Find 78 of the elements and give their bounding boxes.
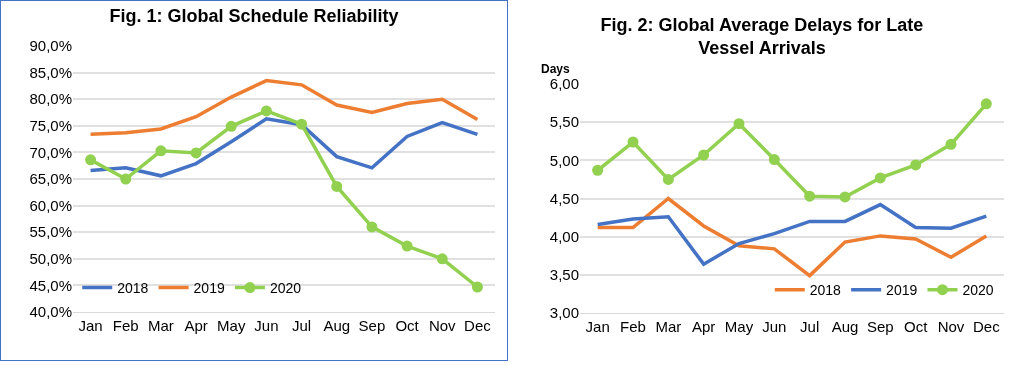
x-tick-label: Dec (972, 318, 1001, 335)
x-tick-label: May (217, 317, 246, 334)
point (733, 118, 745, 130)
legend-label: 2018 (809, 282, 842, 299)
y-tick-label: 55,0% (29, 223, 72, 241)
x-tick-label: Mar (148, 317, 174, 334)
point (401, 240, 413, 252)
y-tick-label: 90,0% (29, 37, 72, 55)
x-tick-label: Aug (831, 318, 859, 335)
point (662, 173, 674, 185)
point (331, 180, 343, 192)
point (120, 173, 132, 185)
y-tick-label: 4,00 (549, 227, 579, 245)
y-tick-label: 80,0% (29, 90, 72, 108)
x-tick-label: Mar (655, 318, 682, 335)
x-tick-label: Jul (291, 317, 312, 334)
legend-label: 2019 (886, 282, 918, 299)
x-tick-label: Feb (620, 318, 646, 335)
y-tick-label: 5,00 (549, 151, 579, 169)
point (980, 98, 992, 110)
point (910, 159, 922, 171)
legend-label: 2019 (193, 280, 225, 297)
y-tick-label: 65,0% (29, 170, 72, 188)
point (804, 190, 816, 202)
x-tick-label: Jun (762, 318, 787, 335)
x-tick-label: Aug (323, 317, 351, 334)
point (366, 221, 378, 233)
y-tick-label: 5,50 (549, 113, 579, 131)
y-tick-label: 85,0% (29, 63, 72, 81)
y-tick-label: 6,00 (549, 75, 579, 93)
point (839, 191, 851, 203)
x-tick-label: Jul (800, 318, 820, 335)
x-tick-label: Apr (184, 317, 208, 334)
y-tick-label: 50,0% (29, 250, 72, 268)
y-tick-label: 45,0% (29, 276, 72, 294)
x-tick-label: Oct (904, 318, 929, 335)
point (874, 172, 886, 184)
point (471, 281, 483, 293)
x-tick-label: Jan (585, 318, 610, 335)
point (627, 136, 639, 148)
point (260, 105, 272, 117)
y-tick-label: 75,0% (29, 117, 72, 135)
y-tick-label: 3,00 (549, 304, 579, 322)
point (85, 154, 97, 166)
x-tick-label: Feb (112, 317, 139, 334)
y-tick-label: 70,0% (29, 143, 72, 161)
y-tick-label: 3,50 (549, 266, 579, 284)
line-series (595, 202, 989, 266)
point (436, 253, 448, 265)
point (945, 138, 957, 150)
x-tick-label: Jun (254, 317, 279, 334)
point (768, 154, 780, 166)
x-tick-label: Sep (358, 317, 386, 334)
point (225, 120, 237, 132)
y-axis-title: Days (541, 62, 571, 76)
x-tick-label: Nov (937, 318, 965, 335)
point (592, 164, 604, 176)
y-tick-label: 4,50 (549, 189, 579, 207)
chart-title: Fig. 2: Global Average Delays for Late Vessel Arrivals (600, 15, 924, 59)
y-tick-label: 60,0% (29, 196, 72, 214)
x-tick-label: May (724, 318, 754, 335)
point (698, 149, 710, 161)
x-tick-label: Dec (464, 317, 492, 334)
x-tick-label: Nov (428, 317, 457, 334)
legend-label: 2020 (269, 280, 302, 297)
x-tick-label: Sep (866, 318, 894, 335)
legend-label: 2018 (117, 280, 149, 297)
legend-label: 2020 (962, 282, 994, 299)
point (155, 145, 167, 157)
point (296, 118, 308, 130)
line-series (595, 196, 989, 278)
x-tick-label: Oct (395, 317, 420, 334)
chart-title: Fig. 1: Global Schedule Reliability (109, 5, 399, 26)
x-tick-label: Jan (78, 317, 103, 334)
x-tick-label: Apr (692, 318, 716, 335)
line-series (88, 78, 480, 137)
point (190, 147, 202, 159)
y-tick-label: 40,0% (29, 303, 72, 321)
